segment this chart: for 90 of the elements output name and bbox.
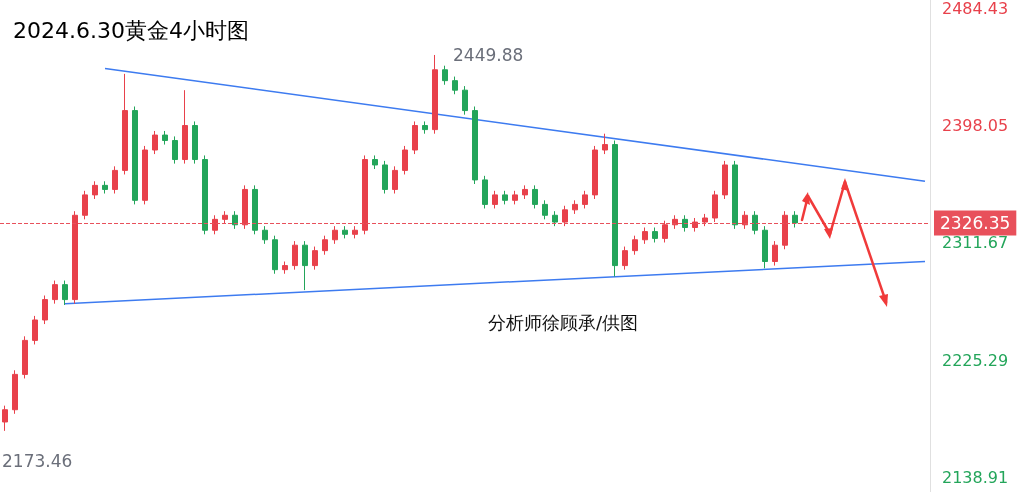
candlestick [402, 145, 408, 175]
y-tick-label: 2484.43 [942, 0, 1009, 18]
candlestick [762, 225, 768, 269]
text: 2024.6.30黄金4小时图 [13, 17, 249, 43]
candlestick [152, 130, 158, 155]
candlestick [732, 160, 738, 230]
candlestick [202, 154, 208, 235]
candlestick [472, 105, 478, 185]
candlestick [272, 235, 278, 275]
candlestick [12, 369, 18, 415]
candlestick [2, 405, 8, 432]
candlestick [562, 205, 568, 227]
candlestick [682, 214, 688, 233]
candlestick [362, 154, 368, 235]
candlestick [162, 130, 168, 146]
candlestick [82, 190, 88, 220]
candlestick [352, 225, 358, 239]
candlestick [132, 105, 138, 205]
candlestick [432, 54, 438, 135]
candlestick [102, 180, 108, 195]
candlestick [332, 225, 338, 245]
candlestick [592, 145, 598, 200]
candlestick [482, 175, 488, 209]
candlestick [292, 240, 298, 271]
candlestick [772, 240, 778, 267]
candlestick [572, 199, 578, 215]
candlestick [522, 184, 528, 200]
candlestick [642, 227, 648, 245]
candlestick [512, 190, 518, 205]
candlestick [692, 217, 698, 233]
candlestick [372, 154, 378, 170]
candlestick [172, 135, 178, 165]
annotation: 分析师徐顾承/供图 [488, 311, 639, 333]
annotation: 2449.88 [453, 45, 524, 66]
candlestick [282, 261, 288, 275]
candlestick [702, 213, 708, 227]
y-tick-label: 2225.29 [942, 350, 1009, 370]
candlestick [462, 85, 468, 116]
candlestick [182, 89, 188, 165]
candlestick [502, 190, 508, 205]
candlestick [532, 184, 538, 209]
candlestick [782, 210, 788, 250]
candlestick [322, 235, 328, 256]
candlestick [262, 225, 268, 245]
candlestick [622, 246, 628, 271]
candlestick [232, 210, 238, 230]
candlestick [42, 295, 48, 325]
candlestick [32, 315, 38, 345]
candlestick [662, 220, 668, 243]
candlestick [422, 120, 428, 135]
y-tick-label: 2138.91 [942, 468, 1009, 488]
candlestick [212, 214, 218, 235]
candlestick [792, 210, 798, 229]
y-tick-label: 2398.05 [942, 115, 1009, 135]
candlestick [342, 225, 348, 239]
candlestick [382, 160, 388, 195]
candlestick [92, 180, 98, 200]
candlestick [312, 246, 318, 271]
candlestick [22, 335, 28, 379]
candlestick [752, 210, 758, 235]
candlestick [632, 235, 638, 256]
y-tick-label: 2311.67 [942, 233, 1009, 253]
candlestick [392, 165, 398, 195]
candlestick [62, 280, 68, 306]
candlestick [582, 190, 588, 209]
candlestick [242, 184, 248, 230]
candlestick [712, 190, 718, 223]
annotation: 2173.46 [2, 451, 73, 472]
candlestick [452, 76, 458, 95]
ref-line-label: 2326.35 [940, 212, 1011, 233]
candlestick [252, 184, 258, 235]
candlestick [192, 120, 198, 165]
candlestick [652, 227, 658, 243]
candlestick [142, 145, 148, 205]
candlestick [492, 190, 498, 209]
candlestick [72, 210, 78, 305]
candlestick [602, 133, 608, 155]
candlestick [122, 73, 128, 175]
candlestick [52, 280, 58, 305]
candlestick [112, 165, 118, 195]
candlestick [722, 160, 728, 200]
candlestick [672, 214, 678, 230]
candlestick [442, 65, 448, 86]
candlestick [302, 240, 308, 291]
candlestick [612, 139, 618, 277]
candlestick [222, 210, 228, 224]
candlestick [412, 120, 418, 155]
candlestick [552, 210, 558, 227]
candlestick [542, 199, 548, 220]
candlestick [742, 210, 748, 230]
